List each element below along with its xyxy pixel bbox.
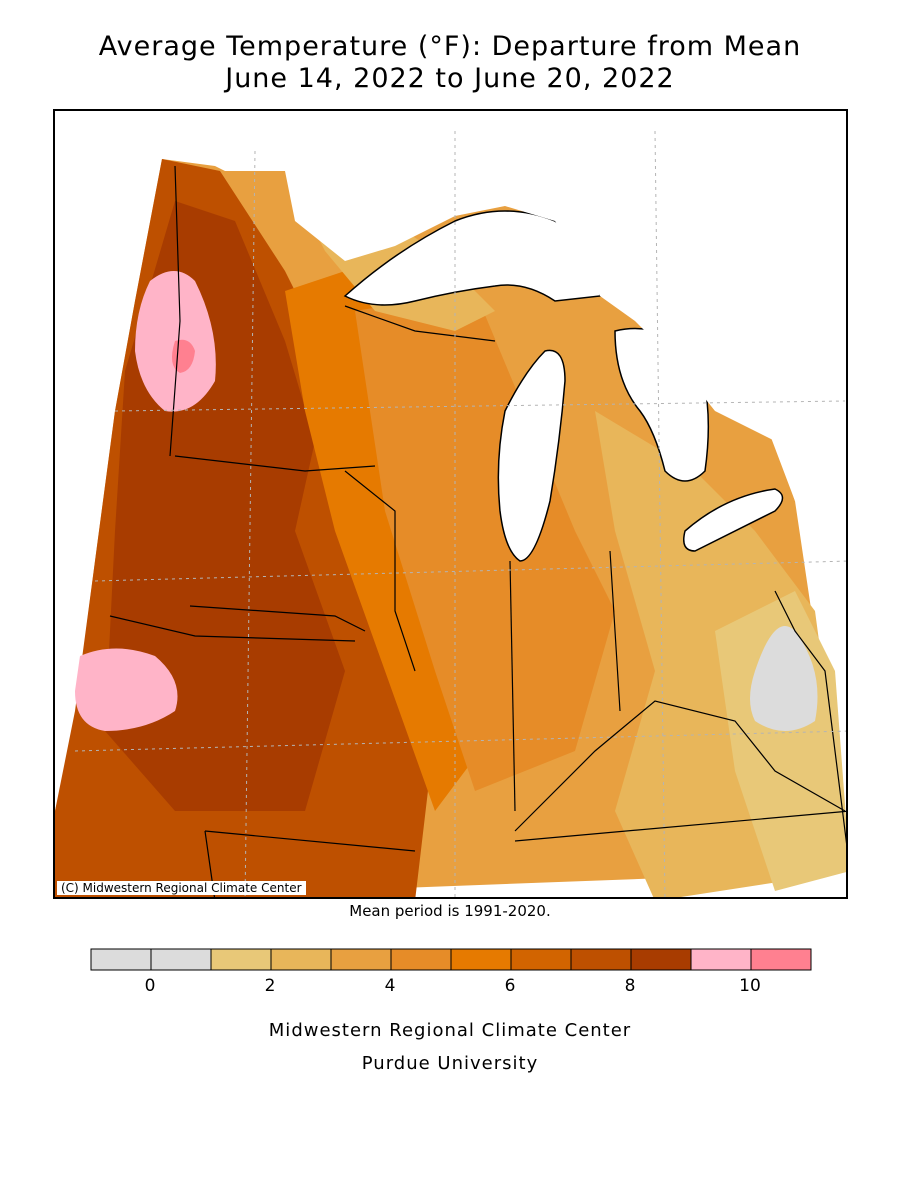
state-border-mn-ia [174, 455, 376, 472]
lake-erie [683, 488, 784, 552]
footer-organization: Midwestern Regional Climate Center [268, 1020, 632, 1041]
region-east-lightest [715, 591, 846, 891]
state-border-il-in [509, 560, 516, 812]
legend-swatch-10 [690, 948, 752, 971]
region-gray-ohio [750, 626, 818, 731]
legend-swatch-5 [390, 948, 452, 971]
mean-period-note: Mean period is 1991-2020. [349, 902, 551, 920]
grid-lat-1 [114, 400, 846, 412]
state-border-wv [774, 590, 846, 844]
legend-swatch-1 [150, 948, 212, 971]
legend-swatch-6 [450, 948, 512, 971]
state-border-in-oh [609, 550, 621, 712]
state-border-ky [514, 700, 846, 832]
legend-tick-0: 0 [144, 976, 156, 996]
color-legend [90, 948, 812, 971]
state-border-ia-mo [189, 605, 366, 632]
legend-swatch-8 [570, 948, 632, 971]
grid-lon-1 [244, 150, 256, 897]
legend-tick-4: 4 [384, 976, 396, 996]
state-border-ia-il [344, 470, 416, 672]
copyright-label: (C) Midwestern Regional Climate Center [57, 881, 306, 895]
grid-lat-3 [74, 730, 846, 752]
legend-swatch-9 [630, 948, 692, 971]
legend-tick-6: 6 [504, 976, 516, 996]
lake-michigan [497, 349, 566, 562]
state-border-nd-mn [169, 165, 181, 457]
region-pink-south [75, 648, 178, 731]
legend-swatch-0 [90, 948, 152, 971]
legend-swatch-2 [210, 948, 272, 971]
state-border-wi-mi [344, 305, 496, 342]
legend-swatch-11 [750, 948, 812, 971]
grid-lon-3 [654, 130, 666, 897]
map-date-range: June 14, 2022 to June 20, 2022 [225, 63, 675, 94]
canada-region [215, 111, 846, 501]
map-title: Average Temperature (°F): Departure from… [98, 31, 802, 62]
legend-swatch-7 [510, 948, 572, 971]
state-border-tn [514, 810, 846, 842]
legend-swatch-3 [270, 948, 332, 971]
region-mid-orange [355, 291, 615, 791]
state-border-sd-ne [109, 615, 356, 642]
state-border-ok [204, 830, 416, 852]
footer-university: Purdue University [361, 1053, 539, 1074]
legend-tick-8: 8 [624, 976, 636, 996]
legend-swatch-4 [330, 948, 392, 971]
legend-tick-2: 2 [264, 976, 276, 996]
legend-tick-10: 10 [739, 976, 761, 996]
map-graphic [55, 111, 846, 897]
temperature-map: (C) Midwestern Regional Climate Center [53, 109, 848, 899]
